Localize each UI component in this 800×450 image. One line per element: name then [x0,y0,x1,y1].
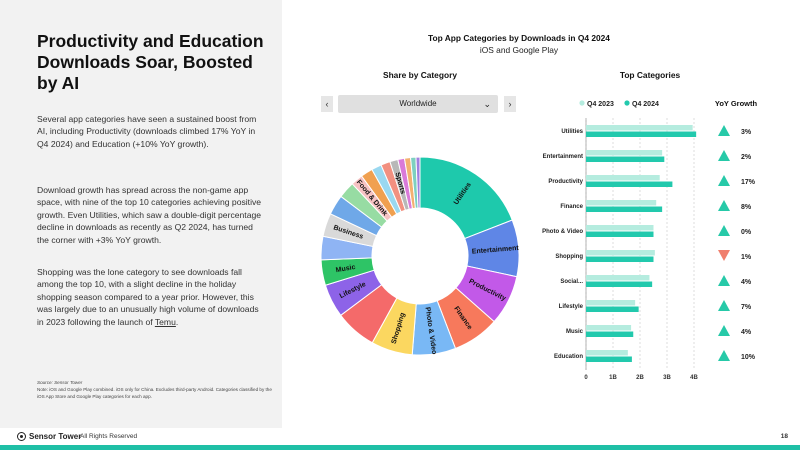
legend-label-q4-2024: Q4 2024 [632,101,659,108]
yoy-value-music: 4% [741,329,752,336]
source-note-text: Note: iOS and Google Play combined. iOS … [37,387,272,399]
yoy-value-photo-video: 0% [741,229,752,236]
legend-label-q4-2023: Q4 2023 [587,101,614,108]
bar-q4-2023-finance [586,200,657,206]
bar-q4-2024-shopping [586,256,654,262]
category-label-utilities: Utilities [561,129,583,135]
yoy-up-arrow-icon [718,275,730,286]
headline: Productivity and Education Downloads Soa… [37,31,264,93]
yoy-value-entertainment: 2% [741,154,752,161]
category-label-education: Education [554,354,583,360]
left-panel [0,0,282,428]
source-note: Source: Sensor Tower Note: iOS and Googl… [37,379,277,400]
x-tick-label: 0 [584,375,588,381]
yoy-value-lifestyle: 7% [741,304,752,311]
category-label-photo-video: Photo & Video [542,229,583,235]
bar-q4-2023-entertainment [586,150,663,156]
chart-title: Top App Categories by Downloads in Q4 20… [428,33,610,43]
yoy-down-arrow-icon [718,250,730,261]
yoy-up-arrow-icon [718,150,730,161]
yoy-value-social: 4% [741,279,752,286]
paragraph-1: Several app categories have seen a susta… [37,114,257,149]
bar-q4-2023-lifestyle [586,300,636,306]
top-categories-title: Top Categories [619,70,681,80]
yoy-value-utilities: 3% [741,129,752,136]
category-label-lifestyle: Lifestyle [559,304,584,310]
yoy-up-arrow-icon [718,200,730,211]
bar-q4-2024-social [586,281,653,287]
category-label-productivity: Productivity [548,179,583,185]
pie-slice-other-21 [415,156,421,209]
footer-brand: Sensor Tower [29,432,82,441]
category-label-social: Social... [560,279,583,285]
region-select[interactable]: Worldwide ⌄ [338,95,498,113]
sensor-tower-logo-icon [17,432,26,441]
yoy-header: YoY Growth [715,99,758,108]
legend-dot-q4-2023 [579,100,585,106]
temu-link[interactable]: Temu [154,316,176,327]
x-tick-label: 3B [663,375,671,381]
bar-q4-2024-productivity [586,181,673,187]
bar-q4-2024-entertainment [586,156,665,162]
bar-q4-2023-productivity [586,175,660,181]
bar-q4-2024-photo-video [586,231,654,237]
bar-q4-2023-photo-video [586,225,654,231]
bar-q4-2024-utilities [586,131,697,137]
yoy-up-arrow-icon [718,225,730,236]
paragraph-2: Download growth has spread across the no… [37,185,262,245]
paragraph-3: Shopping was the lone category to see do… [37,266,262,328]
yoy-up-arrow-icon [718,175,730,186]
bar-q4-2024-music [586,331,634,337]
category-label-entertainment: Entertainment [543,154,583,160]
yoy-value-productivity: 17% [741,179,756,186]
x-tick-label: 2B [636,375,644,381]
bar-q4-2024-education [586,356,632,362]
legend-dot-q4-2024 [624,100,630,106]
chart-subtitle: iOS and Google Play [479,45,559,55]
category-label-shopping: Shopping [555,254,583,260]
x-tick-label: 1B [609,375,617,381]
paragraph-3-end: . [175,316,179,327]
pie-slice-utilities [419,156,513,240]
pie-label-music: Music [335,264,356,274]
source-label: Source: Sensor Tower [37,380,83,385]
next-button[interactable]: › [504,96,516,112]
footer-accent-bar [0,445,800,450]
x-tick-label: 4B [690,375,698,381]
bar-q4-2023-social [586,275,650,281]
footer-rights: All Rights Reserved [80,433,138,440]
footer: Sensor Tower All Rights Reserved 18 [0,428,800,450]
bar-q4-2023-utilities [586,125,693,131]
bar-q4-2024-lifestyle [586,306,639,312]
page-number: 18 [780,433,788,440]
prev-button[interactable]: ‹ [321,96,333,112]
bar-q4-2023-shopping [586,250,655,256]
bar-q4-2024-finance [586,206,663,212]
share-by-category-title: Share by Category [382,70,457,80]
category-label-music: Music [566,329,584,335]
yoy-value-finance: 8% [741,204,752,211]
region-select-value: Worldwide [399,99,437,108]
pie-label-entertainment: Entertainment [472,245,520,256]
bar-q4-2023-education [586,350,628,356]
bar-q4-2023-music [586,325,632,331]
yoy-up-arrow-icon [718,125,730,136]
chevron-down-icon: ⌄ [483,99,491,109]
yoy-up-arrow-icon [718,325,730,336]
yoy-value-education: 10% [741,354,756,361]
category-label-finance: Finance [560,204,583,210]
yoy-up-arrow-icon [718,350,730,361]
yoy-value-shopping: 1% [741,254,752,261]
yoy-up-arrow-icon [718,300,730,311]
paragraph-3-text: Shopping was the lone category to see do… [37,267,259,327]
footer-logo: Sensor Tower [17,432,81,441]
chart-canvas: Utilities Entertainment Productivity Financ… [320,99,758,381]
